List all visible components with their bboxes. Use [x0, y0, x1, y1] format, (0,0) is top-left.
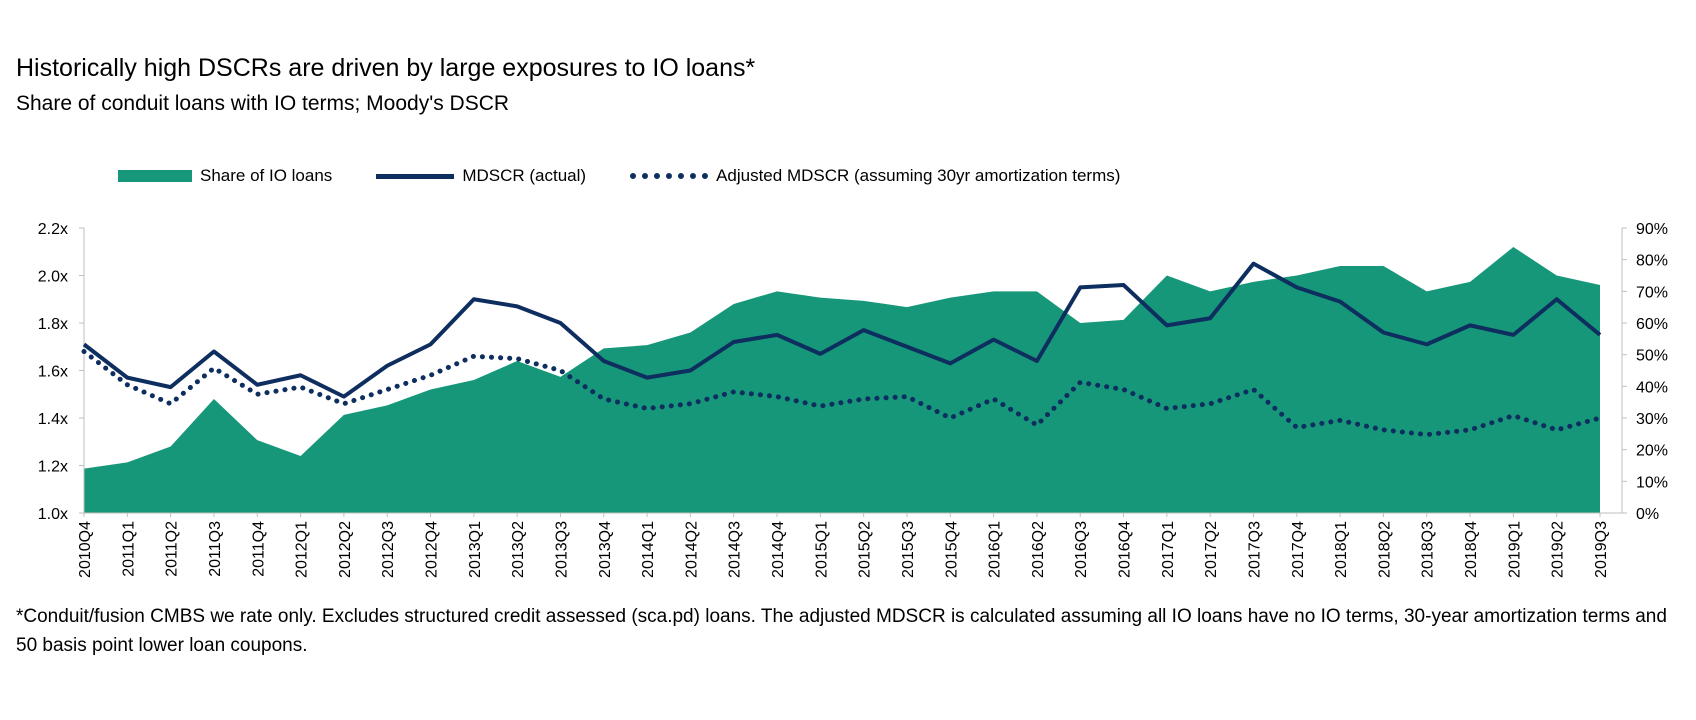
y-right-tick-label: 20%	[1636, 443, 1668, 460]
chart-plot: 1.0x 1.2x 1.4x 1.6x 1.8x 2.0x 2.2x 0% 10% 20% 30% 4…	[38, 221, 1668, 578]
x-tick-label: 2011Q3	[207, 521, 224, 577]
x-tick-label: 2012Q3	[380, 521, 397, 578]
x-tick-label: 2011Q1	[120, 521, 137, 577]
legend-item-mdscr: MDSCR (actual)	[376, 166, 586, 186]
x-tick-label: 2018Q4	[1463, 521, 1480, 578]
y-right-tick-label: 60%	[1636, 316, 1668, 333]
x-tick-label: 2016Q4	[1117, 521, 1134, 578]
x-tick-label: 2019Q2	[1550, 521, 1567, 578]
y-left-tick-label: 1.4x	[38, 411, 68, 428]
y-right-tick-label: 70%	[1636, 284, 1668, 301]
x-tick-label: 2016Q3	[1073, 521, 1090, 578]
y-right-tick-label: 40%	[1636, 379, 1668, 396]
y-left-tick-label: 2.0x	[38, 269, 68, 286]
x-tick-label: 2014Q3	[727, 521, 744, 578]
series-area-io-share	[84, 247, 1600, 513]
x-tick-label: 2019Q1	[1506, 521, 1523, 578]
x-tick-label: 2012Q4	[424, 521, 441, 578]
y-right-tick-label: 50%	[1636, 348, 1668, 365]
x-tick-label: 2017Q2	[1203, 521, 1220, 578]
x-tick-label: 2018Q3	[1420, 521, 1437, 578]
x-tick-label: 2015Q2	[857, 521, 874, 578]
x-tick-label: 2015Q4	[943, 521, 960, 578]
y-right-tick-label: 30%	[1636, 411, 1668, 428]
legend-swatch-solid-line	[376, 173, 455, 179]
x-tick-label: 2016Q2	[1030, 521, 1047, 578]
chart-footnote: *Conduit/fusion CMBS we rate only. Exclu…	[16, 606, 1667, 656]
y-right-tick-label: 80%	[1636, 253, 1668, 270]
x-tick-label: 2017Q3	[1246, 521, 1263, 578]
legend-item-adjusted-mdscr: Adjusted MDSCR (assuming 30yr amortizati…	[630, 166, 1120, 186]
legend-item-io-share: Share of IO loans	[118, 166, 332, 186]
x-tick-label: 2012Q1	[294, 521, 311, 578]
y-left-tick-label: 1.8x	[38, 316, 68, 333]
series-line-mdscr	[82, 261, 1602, 399]
series-line-adjusted-mdscr	[81, 349, 1603, 438]
y-left-tick-label: 1.6x	[38, 364, 68, 381]
x-tick-label: 2018Q1	[1333, 521, 1350, 578]
x-tick-label: 2015Q1	[813, 521, 830, 578]
x-tick-label: 2014Q4	[770, 521, 787, 578]
legend-label-io-share: Share of IO loans	[200, 166, 333, 185]
y-right-tick-label: 0%	[1636, 506, 1659, 523]
x-tick-label: 2011Q2	[164, 521, 181, 577]
x-tick-label: 2010Q4	[77, 521, 94, 578]
x-tick-label: 2013Q4	[597, 521, 614, 578]
x-tick-label: 2017Q1	[1160, 521, 1177, 578]
y-left-tick-label: 1.2x	[38, 459, 68, 476]
x-tick-label: 2011Q4	[250, 521, 267, 577]
y-right-tick-label: 10%	[1636, 474, 1668, 491]
x-tick-label: 2014Q2	[683, 521, 700, 578]
legend-swatch-area	[118, 170, 192, 182]
x-tick-label: 2019Q3	[1593, 521, 1610, 578]
legend-label-mdscr: MDSCR (actual)	[462, 166, 587, 185]
chart-legend: Share of IO loans MDSCR (actual) Adjuste…	[118, 166, 1164, 186]
x-tick-label: 2013Q3	[553, 521, 570, 578]
x-tick-label: 2016Q1	[987, 521, 1004, 578]
chart-title: Historically high DSCRs are driven by la…	[16, 54, 756, 82]
y-left-tick-label: 2.2x	[38, 221, 68, 238]
x-tick-label: 2015Q3	[900, 521, 917, 578]
x-tick-label: 2017Q4	[1290, 521, 1307, 578]
x-tick-label: 2013Q1	[467, 521, 484, 578]
x-tick-label: 2012Q2	[337, 521, 354, 578]
legend-swatch-dotted-line	[630, 173, 709, 179]
chart-subtitle: Share of conduit loans with IO terms; Mo…	[16, 92, 510, 115]
x-tick-label: 2018Q2	[1376, 521, 1393, 578]
y-left-tick-label: 1.0x	[38, 506, 68, 523]
x-tick-label: 2013Q2	[510, 521, 527, 578]
y-right-tick-label: 90%	[1636, 221, 1668, 238]
x-tick-label: 2014Q1	[640, 521, 657, 578]
legend-label-adjusted-mdscr: Adjusted MDSCR (assuming 30yr amortizati…	[716, 166, 1121, 185]
